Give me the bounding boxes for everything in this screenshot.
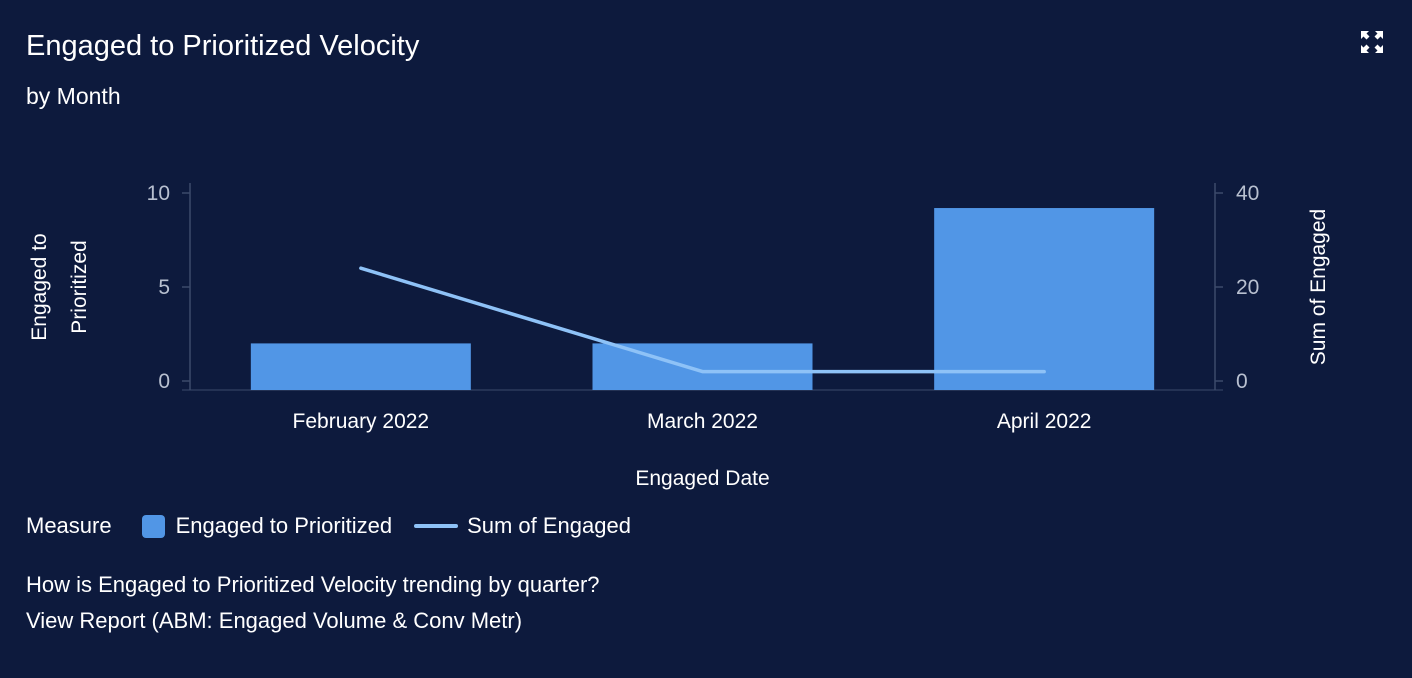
x-axis-title: Engaged Date (635, 467, 769, 490)
x-category-label: February 2022 (293, 410, 430, 433)
y-left-tick-label: 0 (158, 370, 170, 393)
x-category-label: March 2022 (647, 410, 758, 433)
y-right-tick-label: 0 (1236, 370, 1248, 393)
legend-swatch-bar (141, 514, 165, 538)
y-left-tick-label: 10 (147, 182, 170, 205)
bar (934, 208, 1155, 390)
y-left-axis-title-line: Prioritized (68, 240, 91, 333)
bar (250, 343, 471, 390)
legend-label: Engaged to Prioritized (175, 513, 393, 538)
combo-chart: 0 5 10 0 20 40 February 2022 March 2022 April 20… (28, 182, 1330, 490)
view-report-link[interactable]: View Report (ABM: Engaged Volume & Conv … (26, 608, 523, 633)
chart-title: Engaged to Prioritized Velocity (26, 30, 420, 62)
y-right-tick-label: 20 (1236, 276, 1259, 299)
y-right-axis-title: Sum of Engaged (1307, 209, 1330, 365)
chart-subtitle: by Month (26, 83, 121, 109)
y-left-axis-title-line: Engaged to (28, 233, 51, 340)
legend-label: Sum of Engaged (467, 513, 631, 538)
line-series (359, 266, 1046, 374)
bar (592, 343, 813, 390)
legend-item-sum-of-engaged[interactable]: Sum of Engaged (414, 513, 631, 539)
legend-item-engaged-to-prioritized[interactable]: Engaged to Prioritized (141, 513, 393, 539)
expand-icon-graphic (1361, 31, 1383, 53)
footer-question: How is Engaged to Prioritized Velocity t… (26, 572, 600, 597)
legend: Measure Engaged to Prioritized Sum of En… (26, 511, 653, 541)
expand-icon[interactable] (1358, 28, 1386, 56)
y-left-axis-title: Engaged to Prioritized (28, 233, 91, 340)
legend-title: Measure (26, 513, 112, 538)
y-left-tick-label: 5 (158, 276, 170, 299)
legend-swatch-line (414, 524, 459, 528)
y-right-tick-label: 40 (1236, 182, 1259, 205)
x-category-label: April 2022 (997, 410, 1092, 433)
